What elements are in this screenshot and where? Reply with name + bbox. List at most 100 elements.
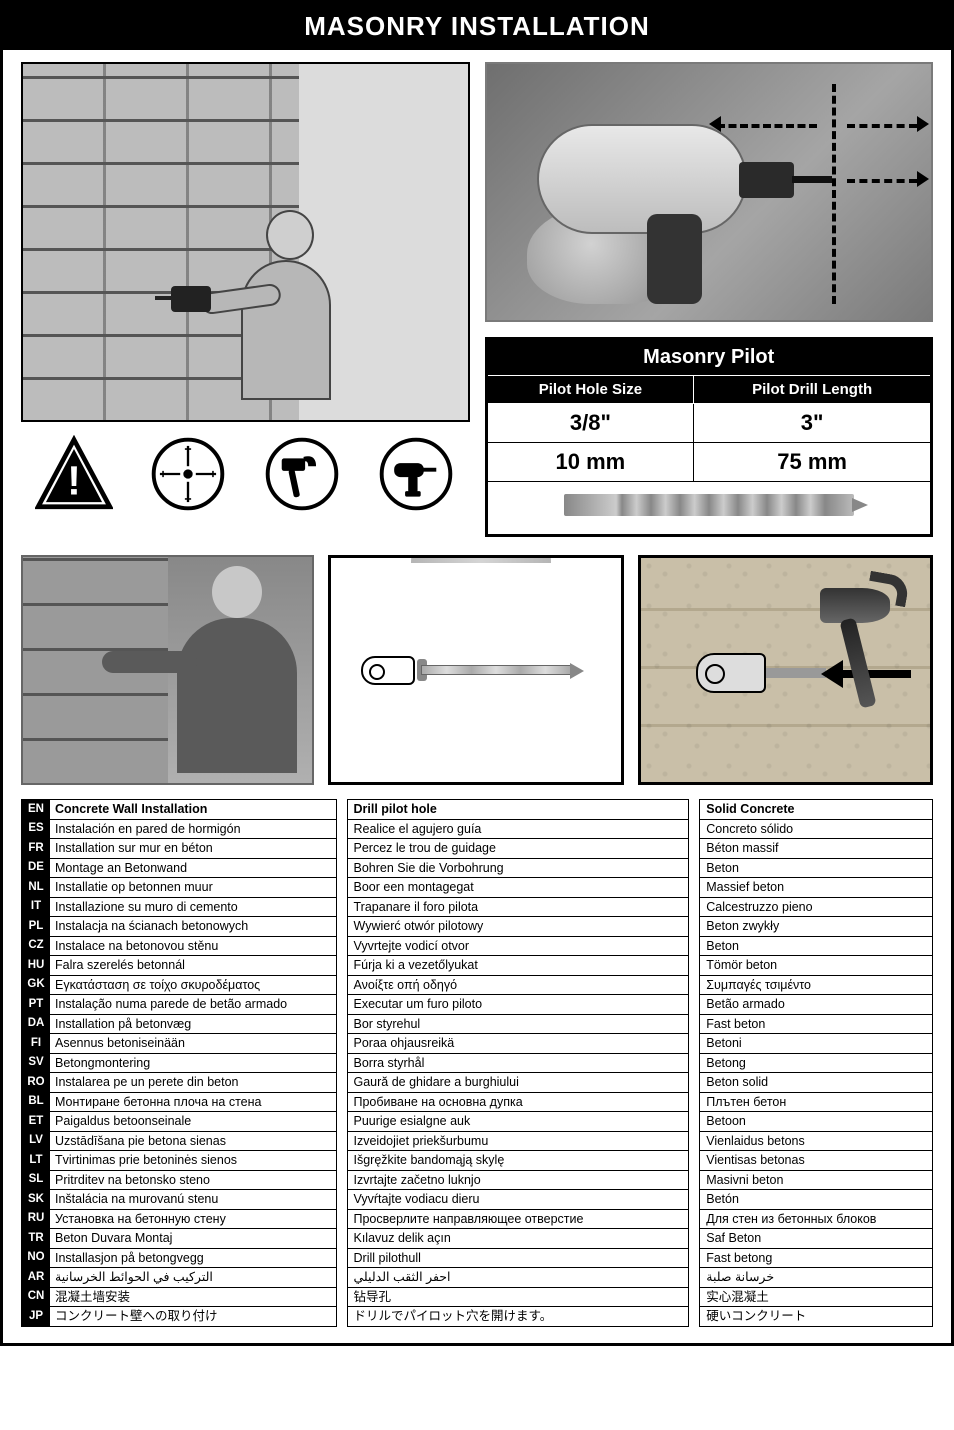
lang-row: ROInstalarea pe un perete din beton [22, 1073, 336, 1093]
lang-row: Puurige esialgne auk [348, 1112, 689, 1132]
left-column: ! [21, 62, 470, 537]
lang-text: Betoni [700, 1034, 746, 1053]
lang-row: Betong [700, 1054, 932, 1074]
lang-row: CN混凝土墙安装 [22, 1288, 336, 1308]
lang-text: Installation sur mur en béton [50, 839, 218, 858]
lang-text: Instalação numa parede de betão armado [50, 995, 292, 1014]
top-section: ! [3, 50, 951, 545]
drill-bit-image [486, 482, 932, 536]
spec-col2-header: Pilot Drill Length [694, 376, 932, 404]
lang-text: Installation på betonvæg [50, 1015, 196, 1034]
lang-code: BL [22, 1093, 50, 1112]
lang-row: ドリルでパイロット穴を開けます。 [348, 1307, 689, 1326]
lang-code: JP [22, 1307, 50, 1326]
lang-text: Fast beton [700, 1015, 770, 1034]
lang-text: Монтиране бетонна плоча на стена [50, 1093, 266, 1112]
lang-text: خرسانة صلبة [700, 1268, 779, 1287]
lang-row: Išgręžkite bandomąją skylę [348, 1151, 689, 1171]
drill-photo [485, 62, 934, 322]
lang-text: Montage an Betonwand [50, 859, 192, 878]
right-column: Masonry Pilot Pilot Hole Size Pilot Dril… [485, 62, 934, 537]
lang-row: Vientisas betonas [700, 1151, 932, 1171]
lang-row: Beton [700, 859, 932, 879]
spec-col1-header: Pilot Hole Size [486, 376, 694, 404]
mid-section [3, 545, 951, 795]
lang-text: احفر الثقب الدليلي [348, 1268, 456, 1287]
lang-row: ITInstallazione su muro di cemento [22, 898, 336, 918]
lang-row: Vyvŕtajte vodiacu dieru [348, 1190, 689, 1210]
lang-row: Для стен из бетонных блоков [700, 1210, 932, 1230]
svg-text:!: ! [67, 457, 81, 503]
lang-row: SKInštalácia na murovanú stenu [22, 1190, 336, 1210]
lang-text: Realice el agujero guía [348, 820, 487, 839]
lang-text: Falra szerelés betonnál [50, 956, 190, 975]
lang-row: DEMontage an Betonwand [22, 859, 336, 879]
lang-row: FIAsennus betoniseinään [22, 1034, 336, 1054]
lang-text: Tömör beton [700, 956, 782, 975]
lang-row: Masivni beton [700, 1171, 932, 1191]
lang-row: Betão armado [700, 995, 932, 1015]
lang-text: التركيب في الحوائط الخرسانية [50, 1268, 218, 1287]
lang-row: خرسانة صلبة [700, 1268, 932, 1288]
lang-text: Asennus betoniseinään [50, 1034, 190, 1053]
lang-code: TR [22, 1229, 50, 1248]
lang-row: Calcestruzzo pieno [700, 898, 932, 918]
lang-column-2: Drill pilot holeRealice el agujero guíaP… [347, 799, 690, 1327]
spec-drill-length-metric: 75 mm [694, 443, 932, 482]
lang-row: Realice el agujero guía [348, 820, 689, 840]
lang-row: GKΕγκατάσταση σε τοίχο σκυροδέματος [22, 976, 336, 996]
spec-drill-length-imperial: 3" [694, 404, 932, 443]
lang-text: Puurige esialgne auk [348, 1112, 476, 1131]
lang-row: Wywierć otwór pilotowy [348, 917, 689, 937]
lang-row: Beton zwykły [700, 917, 932, 937]
lang-text: Tvirtinimas prie betoninės sienos [50, 1151, 242, 1170]
lang-text: Пробиване на основна дупка [348, 1093, 528, 1112]
lang-text: Poraa ohjausreikä [348, 1034, 460, 1053]
lang-row: Bor styrehul [348, 1015, 689, 1035]
lang-text: Izveidojiet priekšurbumu [348, 1132, 494, 1151]
lang-code: PL [22, 917, 50, 936]
lang-text: Betongmontering [50, 1054, 155, 1073]
lang-row: Fúrja ki a vezetőlyukat [348, 956, 689, 976]
lang-code: LV [22, 1132, 50, 1151]
lang-code: HU [22, 956, 50, 975]
lang-text: Izvrtajte začetno luknjo [348, 1171, 486, 1190]
lang-code: RU [22, 1210, 50, 1229]
tool-icons-row: ! [21, 434, 470, 514]
hammer-anchor-diagram [638, 555, 933, 785]
lang-text: Beton zwykły [700, 917, 784, 936]
lang-text: Установка на бетонную стену [50, 1210, 231, 1229]
lang-text: Плътен бетон [700, 1093, 791, 1112]
warning-icon: ! [34, 434, 114, 514]
lang-row: Drill pilothull [348, 1249, 689, 1269]
lang-text: Calcestruzzo pieno [700, 898, 817, 917]
lang-text: Drill pilothull [348, 1249, 426, 1268]
lang-row: Concreto sólido [700, 820, 932, 840]
lang-header-row: ENConcrete Wall Installation [22, 800, 336, 820]
lang-row: Trapanare il foro pilota [348, 898, 689, 918]
lang-text: Vyvrtejte vodicí otvor [348, 937, 475, 956]
lang-row: ESInstalación en pared de hormigón [22, 820, 336, 840]
lang-code: IT [22, 898, 50, 917]
lang-code: SV [22, 1054, 50, 1073]
spec-title: Masonry Pilot [486, 339, 932, 376]
lang-text: Συμπαγές τσιμέντο [700, 976, 816, 995]
lang-text: Vienlaidus betons [700, 1132, 809, 1151]
lang-row: Vienlaidus betons [700, 1132, 932, 1152]
lang-row: JPコンクリート壁への取り付け [22, 1307, 336, 1326]
lang-text: コンクリート壁への取り付け [50, 1307, 223, 1326]
language-tables: ENConcrete Wall InstallationESInstalació… [3, 795, 951, 1333]
lang-text: Installasjon på betongvegg [50, 1249, 209, 1268]
lang-text: Vientisas betonas [700, 1151, 809, 1170]
page-title: MASONRY INSTALLATION [3, 3, 951, 50]
lang-row: Béton massif [700, 839, 932, 859]
lang-row: Просверлите направляющее отверстие [348, 1210, 689, 1230]
lang-text: Uzstādīšana pie betona sienas [50, 1132, 231, 1151]
lang-code: SL [22, 1171, 50, 1190]
lang-row: SLPritrditev na betonsko steno [22, 1171, 336, 1191]
person-drilling-icon [201, 180, 381, 400]
lang-text: Instalace na betonovou stěnu [50, 937, 223, 956]
lang-row: 实心混凝土 [700, 1288, 932, 1308]
lang-row: Massief beton [700, 878, 932, 898]
lang-row: Плътен бетон [700, 1093, 932, 1113]
